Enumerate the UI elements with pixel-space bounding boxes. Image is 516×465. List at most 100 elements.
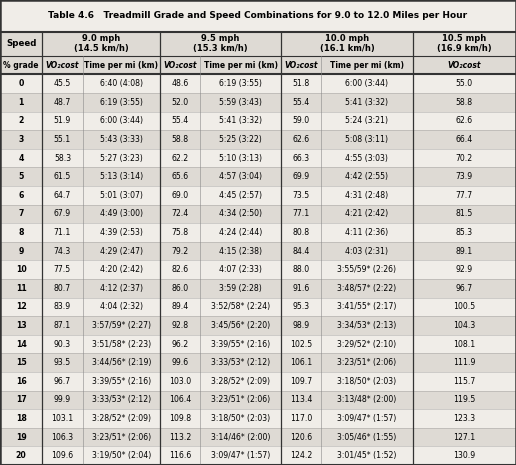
Bar <box>0 428 516 446</box>
Text: 19: 19 <box>16 432 26 442</box>
Text: 116.6: 116.6 <box>169 451 191 460</box>
Text: 104.3: 104.3 <box>453 321 476 330</box>
Bar <box>0 205 516 223</box>
Text: Time per mi (km): Time per mi (km) <box>204 60 278 70</box>
Text: 67.9: 67.9 <box>54 209 71 219</box>
Bar <box>0 391 516 409</box>
Text: 5:41 (3:32): 5:41 (3:32) <box>219 116 262 126</box>
Text: 117.0: 117.0 <box>290 414 312 423</box>
Text: 4:34 (2:50): 4:34 (2:50) <box>219 209 262 219</box>
Text: 90.3: 90.3 <box>54 339 71 349</box>
Text: 115.7: 115.7 <box>453 377 476 386</box>
Text: 3:19/50* (2:04): 3:19/50* (2:04) <box>92 451 151 460</box>
Bar <box>0 130 516 149</box>
Text: 3:01/45* (1:52): 3:01/45* (1:52) <box>337 451 397 460</box>
Text: 10: 10 <box>16 265 26 274</box>
Text: 4:07 (2:33): 4:07 (2:33) <box>219 265 262 274</box>
Text: Table 4.6   Treadmill Grade and Speed Combinations for 9.0 to 12.0 Miles per Hou: Table 4.6 Treadmill Grade and Speed Comb… <box>49 11 467 20</box>
Text: 55.4: 55.4 <box>293 98 310 107</box>
Text: 3:23/51* (2:06): 3:23/51* (2:06) <box>92 432 151 442</box>
Text: 64.7: 64.7 <box>54 191 71 200</box>
Text: 18: 18 <box>15 414 27 423</box>
Text: 3:48/57* (2:22): 3:48/57* (2:22) <box>337 284 396 293</box>
Text: 3:13/48* (2:00): 3:13/48* (2:00) <box>337 395 396 405</box>
Text: 77.5: 77.5 <box>54 265 71 274</box>
Text: 51.9: 51.9 <box>54 116 71 126</box>
Text: 7: 7 <box>19 209 24 219</box>
Text: 45.5: 45.5 <box>54 79 71 88</box>
Text: 70.2: 70.2 <box>456 153 473 163</box>
Text: 77.7: 77.7 <box>456 191 473 200</box>
Text: 62.6: 62.6 <box>456 116 473 126</box>
Text: 69.0: 69.0 <box>171 191 189 200</box>
Text: 124.2: 124.2 <box>290 451 312 460</box>
Text: 79.2: 79.2 <box>171 246 189 256</box>
Text: 84.4: 84.4 <box>293 246 310 256</box>
Text: 3:23/51* (2:06): 3:23/51* (2:06) <box>211 395 270 405</box>
Text: VO₂cost: VO₂cost <box>164 60 197 70</box>
Text: 3:14/46* (2:00): 3:14/46* (2:00) <box>211 432 270 442</box>
Text: 3:09/47* (1:57): 3:09/47* (1:57) <box>337 414 396 423</box>
Text: 5:59 (3:43): 5:59 (3:43) <box>219 98 262 107</box>
Text: 85.3: 85.3 <box>456 228 473 237</box>
Text: 4:42 (2:55): 4:42 (2:55) <box>345 172 389 181</box>
Text: 3:52/58* (2:24): 3:52/58* (2:24) <box>211 302 270 312</box>
Text: 3:29/52* (2:10): 3:29/52* (2:10) <box>337 339 396 349</box>
Text: 3:28/52* (2:09): 3:28/52* (2:09) <box>211 377 270 386</box>
Text: 8: 8 <box>19 228 24 237</box>
Text: 89.1: 89.1 <box>456 246 473 256</box>
Text: 75.8: 75.8 <box>171 228 189 237</box>
Text: 72.4: 72.4 <box>171 209 189 219</box>
Text: 92.8: 92.8 <box>171 321 189 330</box>
Text: 103.1: 103.1 <box>51 414 74 423</box>
Text: 88.0: 88.0 <box>293 265 310 274</box>
Text: 4:55 (3:03): 4:55 (3:03) <box>345 153 389 163</box>
Text: 99.9: 99.9 <box>54 395 71 405</box>
Text: 4:24 (2:44): 4:24 (2:44) <box>219 228 262 237</box>
Text: 109.6: 109.6 <box>52 451 73 460</box>
Text: 62.2: 62.2 <box>171 153 189 163</box>
Text: 59.0: 59.0 <box>293 116 310 126</box>
Text: 61.5: 61.5 <box>54 172 71 181</box>
Text: 113.2: 113.2 <box>169 432 191 442</box>
Text: 93.5: 93.5 <box>54 358 71 367</box>
Text: 83.9: 83.9 <box>54 302 71 312</box>
Bar <box>0 93 516 112</box>
Text: 3:05/46* (1:55): 3:05/46* (1:55) <box>337 432 396 442</box>
Text: 4:31 (2:48): 4:31 (2:48) <box>345 191 389 200</box>
Text: 87.1: 87.1 <box>54 321 71 330</box>
Text: 5:10 (3:13): 5:10 (3:13) <box>219 153 262 163</box>
Text: 66.4: 66.4 <box>456 135 473 144</box>
Text: 73.5: 73.5 <box>293 191 310 200</box>
Text: 4:04 (2:32): 4:04 (2:32) <box>100 302 143 312</box>
Text: 5:25 (3:22): 5:25 (3:22) <box>219 135 262 144</box>
Bar <box>0 279 516 298</box>
Text: 3:34/53* (2:13): 3:34/53* (2:13) <box>337 321 396 330</box>
Text: 5:27 (3:23): 5:27 (3:23) <box>100 153 142 163</box>
Text: 91.6: 91.6 <box>293 284 310 293</box>
Text: 6:00 (3:44): 6:00 (3:44) <box>100 116 143 126</box>
Text: 113.4: 113.4 <box>290 395 312 405</box>
Text: VO₂cost: VO₂cost <box>46 60 79 70</box>
Text: 3:44/56* (2:19): 3:44/56* (2:19) <box>91 358 151 367</box>
Text: 2: 2 <box>19 116 24 126</box>
Text: 108.1: 108.1 <box>453 339 476 349</box>
Bar <box>0 167 516 186</box>
Text: 20: 20 <box>16 451 26 460</box>
Text: 4:57 (3:04): 4:57 (3:04) <box>219 172 262 181</box>
Text: 1: 1 <box>19 98 24 107</box>
Text: 3:57/59* (2:27): 3:57/59* (2:27) <box>92 321 151 330</box>
Text: 111.9: 111.9 <box>453 358 476 367</box>
Text: % grade: % grade <box>4 60 39 70</box>
Text: 4:20 (2:42): 4:20 (2:42) <box>100 265 143 274</box>
Text: 119.5: 119.5 <box>453 395 476 405</box>
Text: 89.4: 89.4 <box>171 302 189 312</box>
Text: 13: 13 <box>16 321 26 330</box>
Text: 10.0 mph
(16.1 km/h): 10.0 mph (16.1 km/h) <box>319 34 375 53</box>
Text: 3:33/53* (2:12): 3:33/53* (2:12) <box>211 358 270 367</box>
Text: 106.4: 106.4 <box>169 395 191 405</box>
Text: 103.0: 103.0 <box>169 377 191 386</box>
Text: 92.9: 92.9 <box>456 265 473 274</box>
Bar <box>0 0 516 32</box>
Text: 74.3: 74.3 <box>54 246 71 256</box>
